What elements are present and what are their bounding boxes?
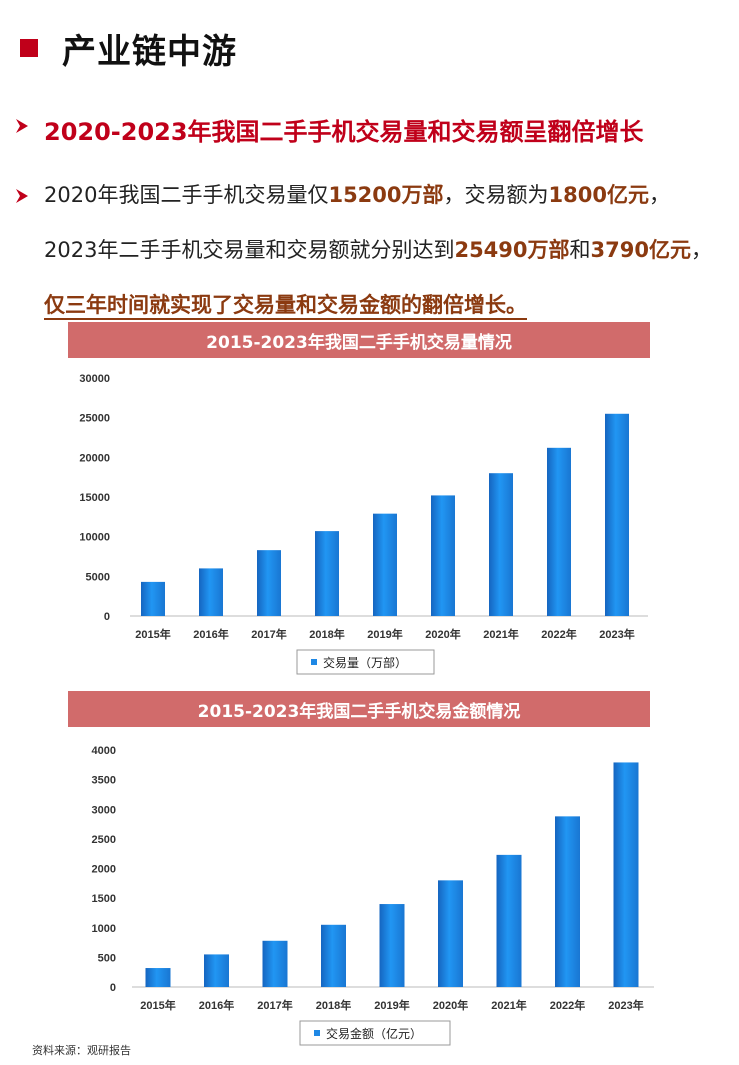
x-tick-label: 2019年 <box>374 998 409 1012</box>
bar <box>199 568 223 616</box>
source-note: 资料来源：观研报告 <box>32 1044 131 1057</box>
bar <box>145 968 171 987</box>
y-tick-label: 0 <box>110 982 116 994</box>
y-tick-label: 2000 <box>92 864 116 876</box>
x-tick-label: 2020年 <box>425 627 460 641</box>
legend-label: 交易金额（亿元） <box>326 1026 422 1041</box>
chart-volume: 0 5000 10000 15000 20000 25000 30000 2015年 2016年… <box>79 373 648 675</box>
red-square-marker <box>20 39 38 57</box>
bar <box>379 904 405 987</box>
x-tick-label: 2023年 <box>599 627 634 641</box>
x-tick-label: 2016年 <box>199 998 234 1012</box>
x-tick-label: 2019年 <box>367 627 402 641</box>
arrow-bullet-icon <box>14 118 30 134</box>
bar <box>262 940 288 987</box>
text-segment: 和 <box>569 238 591 262</box>
bar <box>496 854 522 987</box>
bar <box>204 954 229 987</box>
y-tick-label: 25000 <box>79 413 110 425</box>
chart-2-title: 2015-2023年我国二手手机交易金额情况 <box>68 691 650 727</box>
text-segment: ，交易额为 <box>443 183 549 207</box>
legend: 交易量（万部） <box>296 649 435 675</box>
legend-swatch <box>314 1030 320 1036</box>
headline: 2020-2023年我国二手手机交易量和交易额呈翻倍增长 <box>14 112 644 147</box>
bar <box>321 924 346 987</box>
bar <box>141 581 165 616</box>
y-tick-label: 20000 <box>79 452 110 464</box>
chart-1-title: 2015-2023年我国二手手机交易量情况 <box>68 322 650 358</box>
body-line-1: 2020年我国二手手机交易量仅15200万部，交易额为1800亿元， <box>44 168 734 223</box>
bar <box>438 880 463 987</box>
y-tick-label: 10000 <box>79 532 110 544</box>
x-tick-label: 2021年 <box>491 998 526 1012</box>
bar <box>373 513 397 616</box>
section-title: 产业链中游 <box>20 22 237 74</box>
x-tick-label: 2022年 <box>550 998 585 1012</box>
bar <box>613 762 639 987</box>
x-tick-label: 2021年 <box>483 627 518 641</box>
y-tick-label: 4000 <box>92 745 116 757</box>
bar <box>489 473 513 616</box>
text-segment: 2020年我国二手手机交易量仅 <box>44 183 329 207</box>
highlight-value: 1800亿元 <box>548 183 649 207</box>
y-tick-label: 5000 <box>86 571 110 583</box>
bar <box>431 495 455 616</box>
bar <box>315 531 339 616</box>
y-tick-label: 30000 <box>79 373 110 385</box>
y-tick-label: 3500 <box>92 775 116 787</box>
y-tick-label: 0 <box>104 611 110 623</box>
y-tick-label: 1500 <box>92 893 116 905</box>
x-tick-label: 2020年 <box>433 998 468 1012</box>
y-tick-label: 1000 <box>92 923 116 935</box>
x-tick-label: 2015年 <box>140 998 175 1012</box>
x-tick-label: 2018年 <box>309 627 344 641</box>
x-tick-label: 2018年 <box>316 998 351 1012</box>
bar <box>605 413 629 616</box>
arrow-bullet-icon <box>14 188 30 204</box>
x-tick-label: 2022年 <box>541 627 576 641</box>
x-tick-label: 2015年 <box>135 627 170 641</box>
legend-label: 交易量（万部） <box>323 655 407 670</box>
text-segment: 2023年二手手机交易量和交易额就分别达到 <box>44 238 455 262</box>
headline-text: 2020-2023年我国二手手机交易量和交易额呈翻倍增长 <box>44 118 644 146</box>
section-title-text: 产业链中游 <box>62 31 237 72</box>
chart-amount: 0 500 1000 1500 2000 2500 3000 3500 4000 2015年 201… <box>92 745 654 1046</box>
body-line-2: 2023年二手手机交易量和交易额就分别达到25490万部和3790亿元， <box>44 223 734 278</box>
bar <box>555 816 580 987</box>
highlight-value: 3790亿元 <box>590 238 691 262</box>
legend-swatch <box>311 659 317 665</box>
conclusion-text: 仅三年时间就实现了交易量和交易金额的翻倍增长。 <box>44 293 527 317</box>
body-line-3: 仅三年时间就实现了交易量和交易金额的翻倍增长。 <box>44 278 734 333</box>
bar <box>257 550 281 616</box>
y-tick-label: 15000 <box>79 492 110 504</box>
text-segment: ， <box>690 238 712 262</box>
y-tick-label: 3000 <box>92 804 116 816</box>
y-tick-label: 2500 <box>92 834 116 846</box>
highlight-value: 25490万部 <box>454 238 570 262</box>
bar <box>547 447 571 616</box>
y-tick-label: 500 <box>98 952 116 964</box>
highlight-value: 15200万部 <box>328 183 444 207</box>
legend: 交易金额（亿元） <box>299 1020 451 1046</box>
x-tick-label: 2017年 <box>257 998 292 1012</box>
text-segment: ， <box>648 183 670 207</box>
x-tick-label: 2023年 <box>608 998 643 1012</box>
x-tick-label: 2016年 <box>193 627 228 641</box>
body-paragraph: 2020年我国二手手机交易量仅15200万部，交易额为1800亿元， 2023年… <box>14 168 734 333</box>
x-tick-label: 2017年 <box>251 627 286 641</box>
